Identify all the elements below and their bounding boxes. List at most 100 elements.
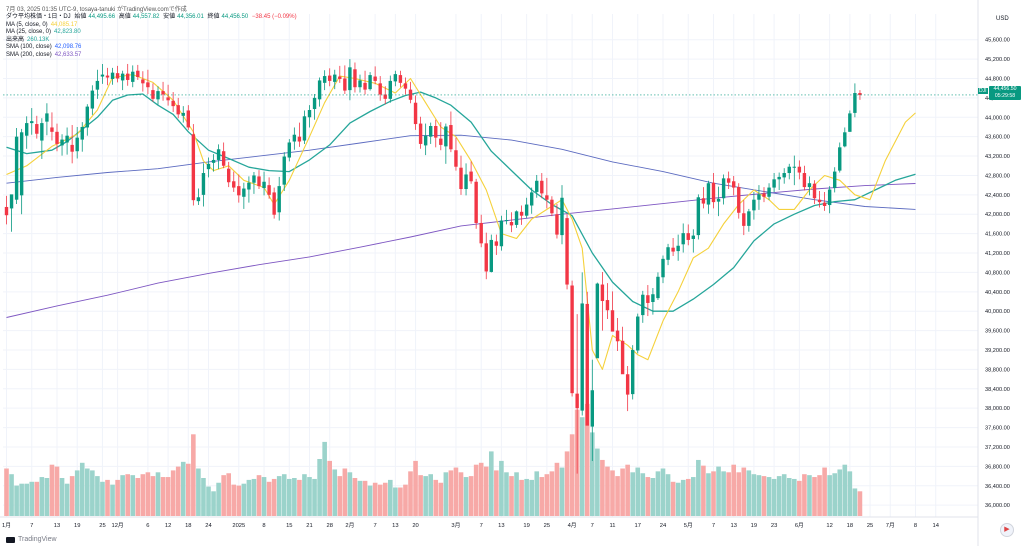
indicator-sma200[interactable]: SMA (200, close) 42,633.57 [6, 52, 299, 60]
currency-label[interactable]: USD [996, 16, 1009, 22]
volume-bar [307, 477, 312, 516]
volume-bar [216, 482, 221, 516]
candle-body [161, 91, 165, 95]
close-label: 終値 [207, 14, 220, 20]
volume-bar [398, 487, 403, 516]
volume-bar [655, 471, 661, 516]
time-tick-label: 12 [826, 523, 832, 529]
candle-body [641, 294, 645, 316]
candle-body [459, 167, 463, 190]
time-tick-label: 7月 [886, 522, 895, 529]
volume-bar [458, 472, 464, 516]
time-tick-label: 21 [306, 523, 312, 529]
volume-bar [802, 474, 807, 516]
time-tick-label: 20 [412, 523, 418, 529]
candle-body [388, 80, 392, 99]
candle-body [338, 76, 342, 79]
volume-bar [115, 479, 120, 516]
volume-bar [327, 460, 332, 516]
chart-date-line: 7月 03, 2025 01:35 UTC-9, tosaya-tanuki が… [6, 7, 187, 13]
candle-body [408, 89, 413, 100]
candle-body [95, 80, 100, 90]
candle-body [146, 82, 150, 88]
indicator-ma5[interactable]: MA (5, close, 0) 44,085.17 [6, 22, 299, 30]
volume-bar [645, 477, 651, 516]
candle-body [368, 75, 372, 90]
candle-body [631, 350, 635, 395]
candle-body [585, 303, 589, 426]
indicator-volume[interactable]: 出来高 260.13K [6, 37, 299, 45]
candle-body [732, 181, 736, 188]
candle-body [262, 181, 266, 189]
volume-bar [24, 483, 29, 516]
go-to-realtime-icon[interactable]: ▶ [1000, 523, 1014, 537]
candle-body [853, 93, 857, 113]
candle-body [191, 134, 196, 201]
candle-body [696, 197, 701, 236]
candle-body [333, 74, 337, 82]
volume-bar [130, 475, 136, 516]
volume-bar [822, 467, 827, 516]
candle-body [413, 102, 418, 125]
candle-body [742, 213, 746, 226]
price-tick-label: 43,600.00 [985, 135, 1010, 141]
volume-bar [191, 434, 196, 516]
time-tick-label: 11 [609, 523, 615, 529]
candle-body [524, 204, 529, 216]
candle-body [115, 73, 120, 79]
chart-legend: ダウ平均株価・1日・DJ 始値 44,495.66 高値 44,557.82 安値 4… [6, 14, 299, 60]
volume-bar [610, 470, 615, 516]
price-tick-label: 38,000.00 [985, 406, 1010, 412]
tradingview-watermark[interactable]: TradingView [6, 536, 57, 543]
volume-bar [226, 473, 231, 516]
candle-body [600, 284, 605, 302]
open-label: 始値 [74, 14, 87, 20]
volume-bar [292, 478, 297, 516]
candle-body [590, 390, 594, 427]
candle-body [716, 198, 721, 202]
candle-body [14, 136, 19, 200]
volume-bar [817, 475, 822, 516]
price-tick-label: 40,000.00 [985, 309, 1010, 315]
volume-bar [650, 478, 656, 516]
candle-body [797, 166, 802, 173]
bar-countdown: 05:29:58 [994, 92, 1016, 99]
candle-body [403, 83, 408, 89]
candle-body [812, 183, 817, 199]
symbol-name[interactable]: ダウ平均株価・1日・DJ [6, 14, 71, 20]
volume-bar [726, 472, 731, 516]
indicator-sma100[interactable]: SMA (100, close) 42,098.76 [6, 44, 299, 52]
candle-body [676, 245, 680, 252]
candle-body [449, 125, 453, 150]
candle-body [595, 283, 600, 359]
indicator-ma25[interactable]: MA (25, close, 0) 42,823.80 [6, 29, 299, 37]
volume-bar [534, 471, 540, 516]
candle-body [610, 310, 615, 332]
indicator-value: 42,098.76 [54, 44, 82, 51]
time-tick-label: 18 [185, 523, 191, 529]
volume-bar [85, 468, 90, 516]
volume-bar [211, 491, 216, 516]
volume-bar [403, 484, 408, 516]
candle-body [767, 187, 771, 197]
candle-body [353, 69, 357, 88]
candle-body [474, 181, 478, 223]
volume-bar [44, 478, 50, 516]
price-tick-label: 37,200.00 [985, 445, 1010, 451]
candle-body [85, 106, 89, 128]
candle-body [661, 258, 665, 278]
price-tick-label: 37,600.00 [985, 426, 1010, 432]
volume-bar [175, 466, 181, 516]
candle-body [833, 171, 837, 189]
time-tick-label: 7 [30, 523, 33, 529]
candle-body [232, 181, 236, 188]
candle-body [55, 131, 59, 144]
volume-bar [423, 476, 428, 516]
volume-bar [393, 487, 398, 516]
volume-bar [221, 475, 226, 516]
candle-body [272, 192, 276, 215]
candle-body [30, 121, 34, 124]
volume-bar [382, 482, 388, 516]
last-price-value: 44,456.50 [993, 86, 1017, 92]
